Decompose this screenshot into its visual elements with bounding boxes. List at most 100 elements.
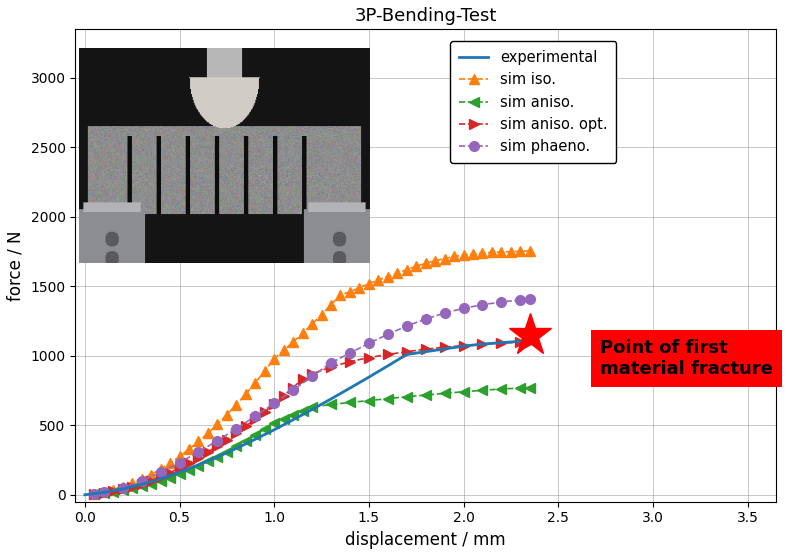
sim iso. <box>118 484 127 490</box>
sim iso. <box>354 285 364 291</box>
experimental <box>458 343 468 350</box>
sim aniso. <box>99 490 109 497</box>
sim aniso. <box>146 480 156 487</box>
sim aniso. <box>109 489 118 495</box>
sim iso. <box>393 270 402 276</box>
sim aniso. opt. <box>383 351 393 358</box>
experimental <box>478 341 487 348</box>
sim phaeno. <box>174 459 184 466</box>
Legend: experimental, sim iso., sim aniso., sim aniso. opt., sim phaeno.: experimental, sim iso., sim aniso., sim … <box>450 41 617 163</box>
sim aniso. opt. <box>203 449 213 455</box>
sim aniso. <box>156 478 166 484</box>
sim iso. <box>345 289 354 295</box>
sim iso. <box>241 391 250 398</box>
sim aniso. opt. <box>402 349 411 355</box>
sim aniso. opt. <box>326 364 336 370</box>
sim aniso. opt. <box>156 473 166 480</box>
sim iso. <box>127 480 137 486</box>
sim phaeno. <box>421 316 430 322</box>
sim aniso. <box>440 390 450 397</box>
sim iso. <box>440 255 450 262</box>
sim aniso. opt. <box>525 339 534 345</box>
sim phaeno. <box>364 340 374 347</box>
sim aniso. opt. <box>288 384 298 391</box>
sim aniso. opt. <box>118 486 127 493</box>
sim aniso. <box>127 485 137 492</box>
sim iso. <box>383 274 393 280</box>
experimental <box>80 492 90 498</box>
sim aniso. opt. <box>109 488 118 495</box>
sim phaeno. <box>458 305 468 312</box>
experimental <box>326 396 336 403</box>
sim iso. <box>515 248 525 255</box>
sim iso. <box>317 311 326 318</box>
sim iso. <box>506 249 516 255</box>
sim iso. <box>298 330 307 337</box>
sim aniso. opt. <box>307 371 317 378</box>
sim aniso. opt. <box>194 454 203 461</box>
sim aniso. <box>458 389 468 395</box>
sim aniso. opt. <box>174 465 184 471</box>
sim aniso. <box>402 394 411 400</box>
experimental <box>525 336 534 343</box>
sim aniso. <box>307 404 317 410</box>
experimental <box>99 489 109 495</box>
sim aniso. opt. <box>166 469 175 476</box>
sim iso. <box>156 466 166 473</box>
sim aniso. opt. <box>515 339 525 346</box>
sim phaeno. <box>478 301 487 308</box>
Line: experimental: experimental <box>85 340 530 495</box>
sim iso. <box>222 411 232 418</box>
sim aniso. <box>383 395 393 402</box>
X-axis label: displacement / mm: displacement / mm <box>346 531 506 549</box>
sim iso. <box>326 301 336 308</box>
sim phaeno. <box>118 484 127 491</box>
sim phaeno. <box>402 322 411 329</box>
sim iso. <box>279 347 289 354</box>
experimental <box>515 338 525 345</box>
sim aniso. <box>166 474 175 481</box>
sim iso. <box>468 250 478 257</box>
sim aniso. opt. <box>270 400 279 407</box>
sim iso. <box>203 430 213 436</box>
Title: 3P-Bending-Test: 3P-Bending-Test <box>354 7 497 25</box>
sim iso. <box>194 438 203 445</box>
sim iso. <box>90 490 99 497</box>
sim aniso. <box>174 470 184 477</box>
sim iso. <box>270 355 279 362</box>
sim aniso. opt. <box>298 376 307 383</box>
sim aniso. <box>137 483 146 489</box>
sim phaeno. <box>99 489 109 495</box>
sim iso. <box>497 249 506 255</box>
experimental <box>497 339 506 346</box>
experimental <box>421 349 430 355</box>
sim phaeno. <box>213 438 222 444</box>
sim aniso. opt. <box>364 354 374 361</box>
sim iso. <box>374 277 383 284</box>
sim aniso. opt. <box>222 436 232 443</box>
Text: Point of first
material fracture: Point of first material fracture <box>600 339 773 378</box>
sim iso. <box>430 257 440 264</box>
sim phaeno. <box>194 449 203 455</box>
Y-axis label: force / N: force / N <box>7 230 25 301</box>
sim iso. <box>174 453 184 460</box>
Line: sim phaeno.: sim phaeno. <box>90 294 534 499</box>
sim phaeno. <box>90 490 99 497</box>
sim iso. <box>137 476 146 483</box>
experimental <box>118 485 127 492</box>
sim iso. <box>458 252 468 259</box>
Line: sim aniso. opt.: sim aniso. opt. <box>90 337 534 499</box>
sim iso. <box>411 263 421 270</box>
sim aniso. opt. <box>440 344 450 351</box>
sim phaeno. <box>231 425 241 432</box>
sim iso. <box>525 247 534 254</box>
sim phaeno. <box>345 350 354 356</box>
sim aniso. <box>241 438 250 444</box>
sim phaeno. <box>307 373 317 380</box>
sim iso. <box>450 253 459 260</box>
experimental <box>213 454 222 460</box>
sim aniso. <box>364 398 374 404</box>
sim iso. <box>213 421 222 428</box>
sim iso. <box>166 460 175 466</box>
sim phaeno. <box>383 331 393 337</box>
